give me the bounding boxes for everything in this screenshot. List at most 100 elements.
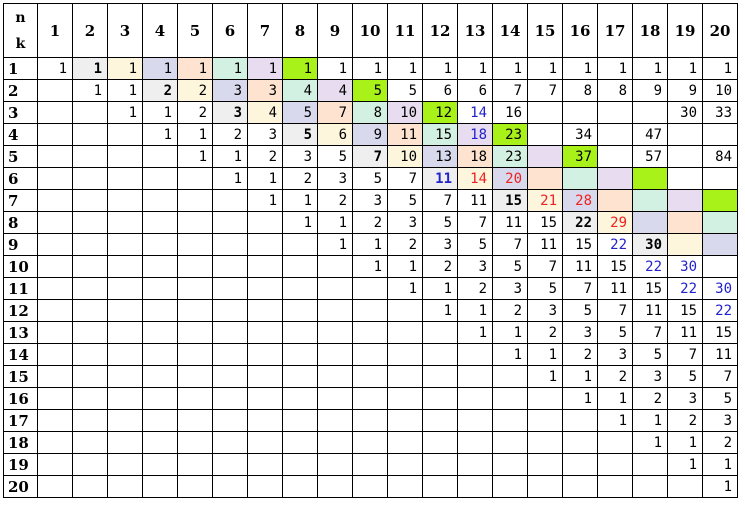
- table-cell: [563, 102, 598, 124]
- table-cell: [458, 476, 493, 498]
- table-cell: [178, 410, 213, 432]
- table-cell: [528, 124, 563, 146]
- table-cell: [143, 300, 178, 322]
- table-cell: [353, 322, 388, 344]
- table-cell: [633, 454, 668, 476]
- table-cell: 1: [528, 366, 563, 388]
- table-cell: [143, 432, 178, 454]
- table-cell: 22: [633, 256, 668, 278]
- table-cell: [493, 410, 528, 432]
- table-cell: [143, 476, 178, 498]
- table-cell: 1: [458, 322, 493, 344]
- table-cell: [493, 476, 528, 498]
- table-cell: [178, 256, 213, 278]
- column-header-n: 8: [283, 4, 318, 58]
- table-cell: [178, 278, 213, 300]
- table-cell: [283, 322, 318, 344]
- table-cell: [458, 454, 493, 476]
- table-cell: 8: [598, 80, 633, 102]
- row-header-k: 15: [4, 366, 38, 388]
- table-cell: [108, 454, 143, 476]
- table-cell: [108, 344, 143, 366]
- table-cell: [143, 256, 178, 278]
- table-cell: [73, 388, 108, 410]
- table-cell: 1: [633, 432, 668, 454]
- table-cell: 30: [633, 234, 668, 256]
- table-cell: 1: [493, 322, 528, 344]
- row-header-k: 4: [4, 124, 38, 146]
- table-cell: 3: [388, 212, 423, 234]
- row-header-k: 16: [4, 388, 38, 410]
- table-cell: [318, 300, 353, 322]
- table-cell: [38, 278, 73, 300]
- table-cell: 2: [248, 146, 283, 168]
- table-cell: 1: [598, 58, 633, 80]
- table-cell: [248, 234, 283, 256]
- table-cell: 37: [563, 146, 598, 168]
- column-header-n: 13: [458, 4, 493, 58]
- column-header-n: 4: [143, 4, 178, 58]
- table-cell: 9: [668, 80, 703, 102]
- table-cell: [143, 366, 178, 388]
- table-cell: 1: [283, 212, 318, 234]
- table-cell: [458, 388, 493, 410]
- table-cell: 5: [598, 322, 633, 344]
- table-cell: 1: [563, 366, 598, 388]
- table-cell: 11: [668, 322, 703, 344]
- row-header-k: 8: [4, 212, 38, 234]
- table-cell: 11: [703, 344, 738, 366]
- table-cell: [318, 432, 353, 454]
- table-cell: [38, 212, 73, 234]
- table-cell: 11: [493, 212, 528, 234]
- table-cell: [73, 124, 108, 146]
- table-cell: [668, 234, 703, 256]
- table-cell: [703, 212, 738, 234]
- table-cell: [248, 256, 283, 278]
- table-cell: 1: [143, 124, 178, 146]
- table-cell: [108, 234, 143, 256]
- table-cell: [528, 454, 563, 476]
- table-cell: [528, 388, 563, 410]
- table-cell: [598, 432, 633, 454]
- table-cell: [213, 278, 248, 300]
- table-cell: 1: [493, 344, 528, 366]
- table-cell: [598, 476, 633, 498]
- table-cell: 7: [563, 278, 598, 300]
- table-cell: 2: [388, 234, 423, 256]
- table-cell: 9: [633, 80, 668, 102]
- table-cell: [598, 124, 633, 146]
- table-cell: [318, 410, 353, 432]
- table-cell: [248, 212, 283, 234]
- table-cell: [668, 168, 703, 190]
- table-cell: 3: [318, 168, 353, 190]
- table-cell: [318, 322, 353, 344]
- table-cell: 1: [108, 102, 143, 124]
- table-cell: 1: [318, 234, 353, 256]
- column-header-n: 2: [73, 4, 108, 58]
- table-cell: [528, 102, 563, 124]
- table-cell: [178, 432, 213, 454]
- table-cell: 10: [388, 146, 423, 168]
- table-cell: 3: [353, 190, 388, 212]
- table-cell: [388, 300, 423, 322]
- row-header-k: 3: [4, 102, 38, 124]
- table-cell: 2: [668, 410, 703, 432]
- row-header-k: 6: [4, 168, 38, 190]
- table-cell: 23: [493, 146, 528, 168]
- table-cell: [143, 388, 178, 410]
- table-cell: [38, 190, 73, 212]
- table-cell: 5: [353, 168, 388, 190]
- table-cell: 1: [668, 432, 703, 454]
- table-cell: [73, 432, 108, 454]
- table-cell: [178, 476, 213, 498]
- table-cell: 5: [493, 256, 528, 278]
- table-cell: [493, 454, 528, 476]
- table-cell: [598, 102, 633, 124]
- table-cell: [73, 476, 108, 498]
- table-cell: [423, 322, 458, 344]
- table-cell: [318, 454, 353, 476]
- table-cell: 1: [353, 58, 388, 80]
- table-cell: [73, 146, 108, 168]
- table-cell: 30: [668, 102, 703, 124]
- table-cell: 2: [213, 124, 248, 146]
